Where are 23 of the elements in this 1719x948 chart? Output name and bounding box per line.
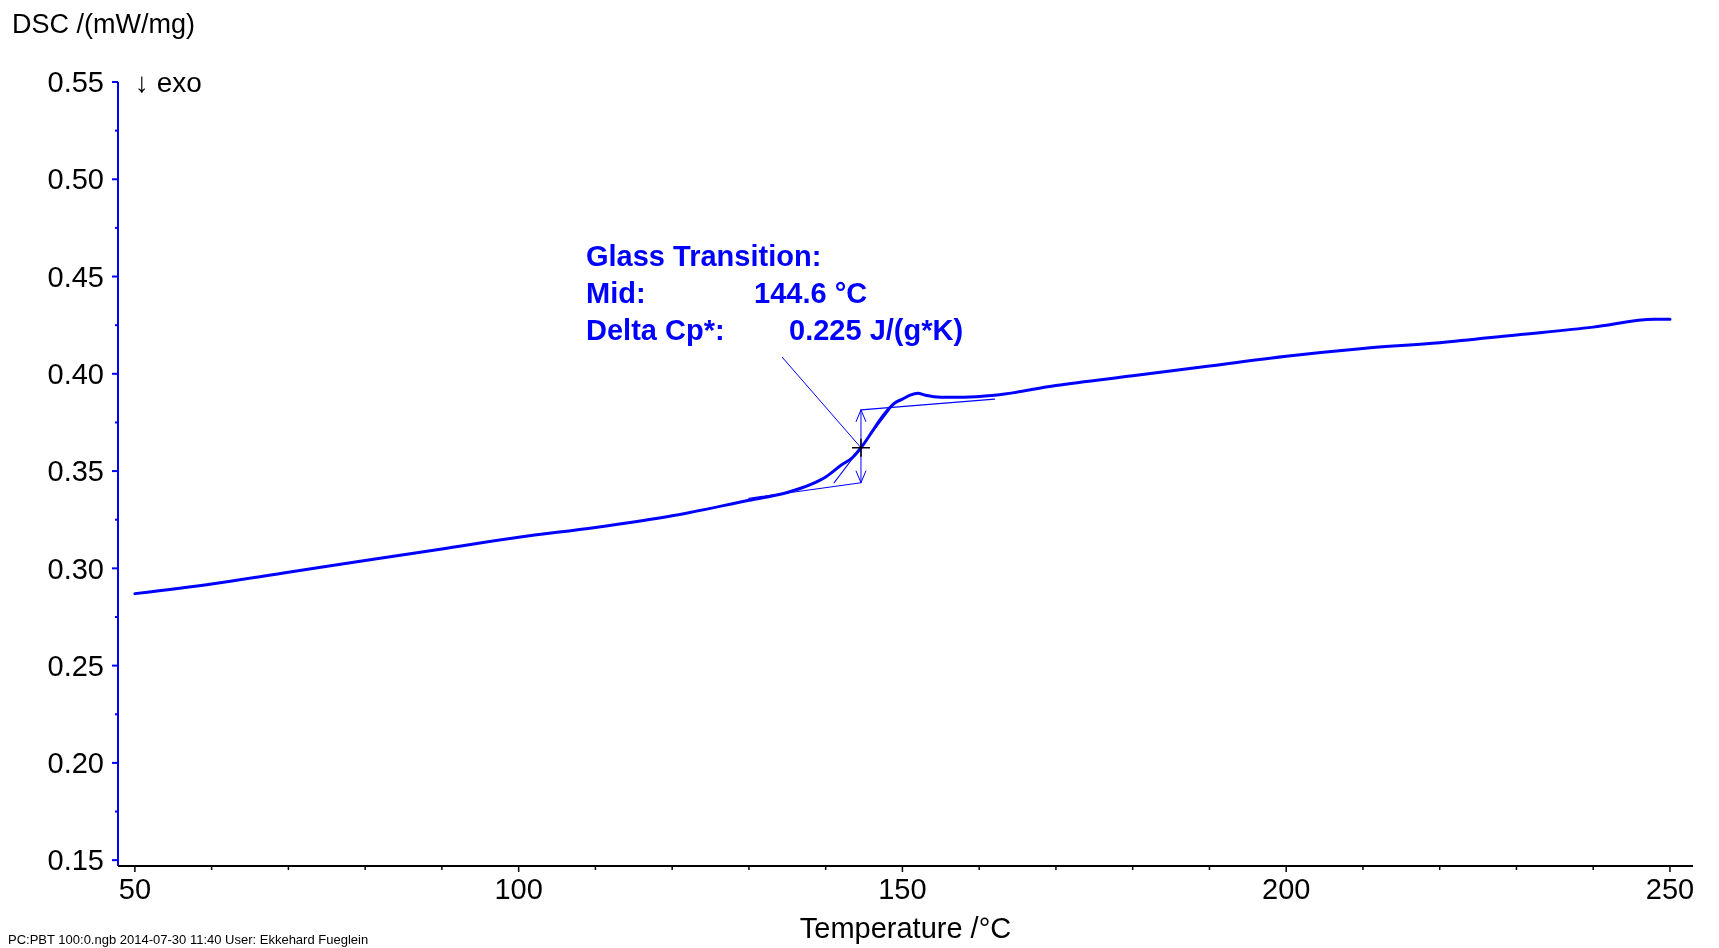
- annotation: 0.225 J/(g*K): [789, 314, 964, 346]
- y-tick-label: 0.50: [47, 163, 104, 196]
- annotation: ↓ exo: [135, 67, 202, 98]
- x-tick-label: 150: [878, 873, 927, 905]
- y-tick-label: 0.15: [47, 844, 104, 877]
- y-tick-label: 0.55: [47, 66, 104, 99]
- annotation: Delta Cp*:: [586, 314, 725, 346]
- text: PC:PBT 100:0.ngb 2014-07-30 11:40 User: Ekkehard Fueglein: [8, 932, 369, 947]
- y-tick-label: 0.25: [47, 649, 104, 682]
- x-tick-label: 50: [118, 873, 152, 905]
- y-tick-label: 0.20: [47, 747, 104, 780]
- annotation: 144.6 °C: [754, 277, 868, 309]
- y-tick-label: 0.40: [47, 357, 104, 390]
- x-axis-title: Temperature /°C: [799, 912, 1012, 944]
- x-tick-label: 250: [1645, 873, 1695, 905]
- y-tick-label: 0.30: [47, 552, 104, 585]
- y-tick-label: 0.35: [47, 455, 104, 488]
- y-tick-label: 0.45: [47, 260, 104, 293]
- annotation: Glass Transition:: [586, 240, 822, 272]
- x-tick-label: 100: [494, 873, 543, 905]
- x-tick-label: 200: [1262, 873, 1311, 905]
- y-axis-title: DSC /(mW/mg): [12, 9, 195, 39]
- annotation: Mid:: [586, 277, 646, 309]
